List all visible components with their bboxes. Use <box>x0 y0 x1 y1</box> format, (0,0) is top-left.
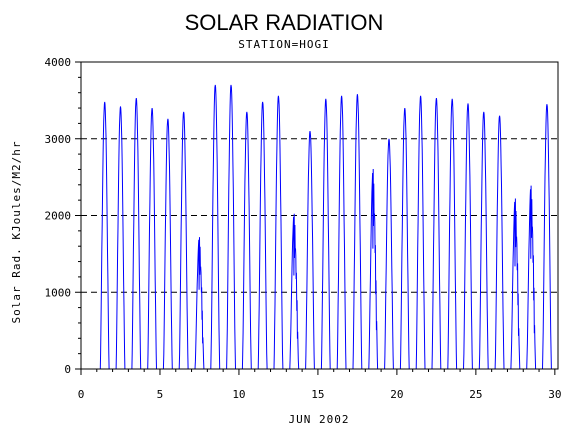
day-curve-24 <box>460 103 476 370</box>
day-curve-17 <box>349 94 366 370</box>
day-curve-28 <box>523 185 539 370</box>
day-curve-4 <box>144 108 160 370</box>
x-tick-label: 20 <box>390 388 403 401</box>
day-curve-19 <box>381 138 397 370</box>
day-curve-1 <box>96 101 113 370</box>
day-curve-23 <box>444 98 461 370</box>
y-tick-label: 4000 <box>45 56 72 69</box>
day-curve-18 <box>365 168 382 370</box>
x-tick-label: 25 <box>469 388 482 401</box>
day-curve-26 <box>491 115 508 370</box>
series-group <box>81 84 555 370</box>
day-curve-7 <box>191 237 208 370</box>
x-tick-label: 30 <box>548 388 561 401</box>
x-tick-label: 5 <box>157 388 164 401</box>
x-axis: 0 5 10 15 20 25 30 <box>78 369 561 401</box>
day-curve-25 <box>475 111 492 370</box>
x-axis-label: JUN 2002 <box>289 413 350 426</box>
day-curve-10 <box>238 111 255 370</box>
x-tick-label: 10 <box>232 388 245 401</box>
day-curve-13 <box>286 213 303 370</box>
day-curve-21 <box>412 95 429 370</box>
y-axis-label: Solar Rad. KJoules/M2/hr <box>10 141 23 324</box>
chart-subtitle: STATION=HOGI <box>238 38 329 51</box>
day-curve-16 <box>333 95 350 370</box>
day-curve-9 <box>223 84 239 370</box>
x-tick-label: 0 <box>78 388 85 401</box>
day-curve-20 <box>396 108 413 370</box>
day-curve-11 <box>254 101 271 370</box>
y-axis: 0 1000 2000 3000 4000 <box>45 56 81 376</box>
day-curve-22 <box>428 98 445 370</box>
y-tick-label: 2000 <box>45 210 72 223</box>
chart-title: SOLAR RADIATION <box>185 10 384 35</box>
day-curve-6 <box>175 111 192 370</box>
day-curve-8 <box>207 84 224 370</box>
y-tick-label: 0 <box>64 363 71 376</box>
day-curve-3 <box>128 98 145 370</box>
day-curve-5 <box>160 118 176 370</box>
day-curve-14 <box>302 131 318 370</box>
day-curve-12 <box>270 95 287 370</box>
x-tick-label: 15 <box>311 388 324 401</box>
y-tick-label: 3000 <box>45 133 72 146</box>
day-curve-2 <box>112 106 129 370</box>
day-curve-15 <box>317 98 334 370</box>
day-curve-29 <box>539 104 555 370</box>
y-tick-label: 1000 <box>45 286 72 299</box>
day-curve-27 <box>507 198 524 370</box>
